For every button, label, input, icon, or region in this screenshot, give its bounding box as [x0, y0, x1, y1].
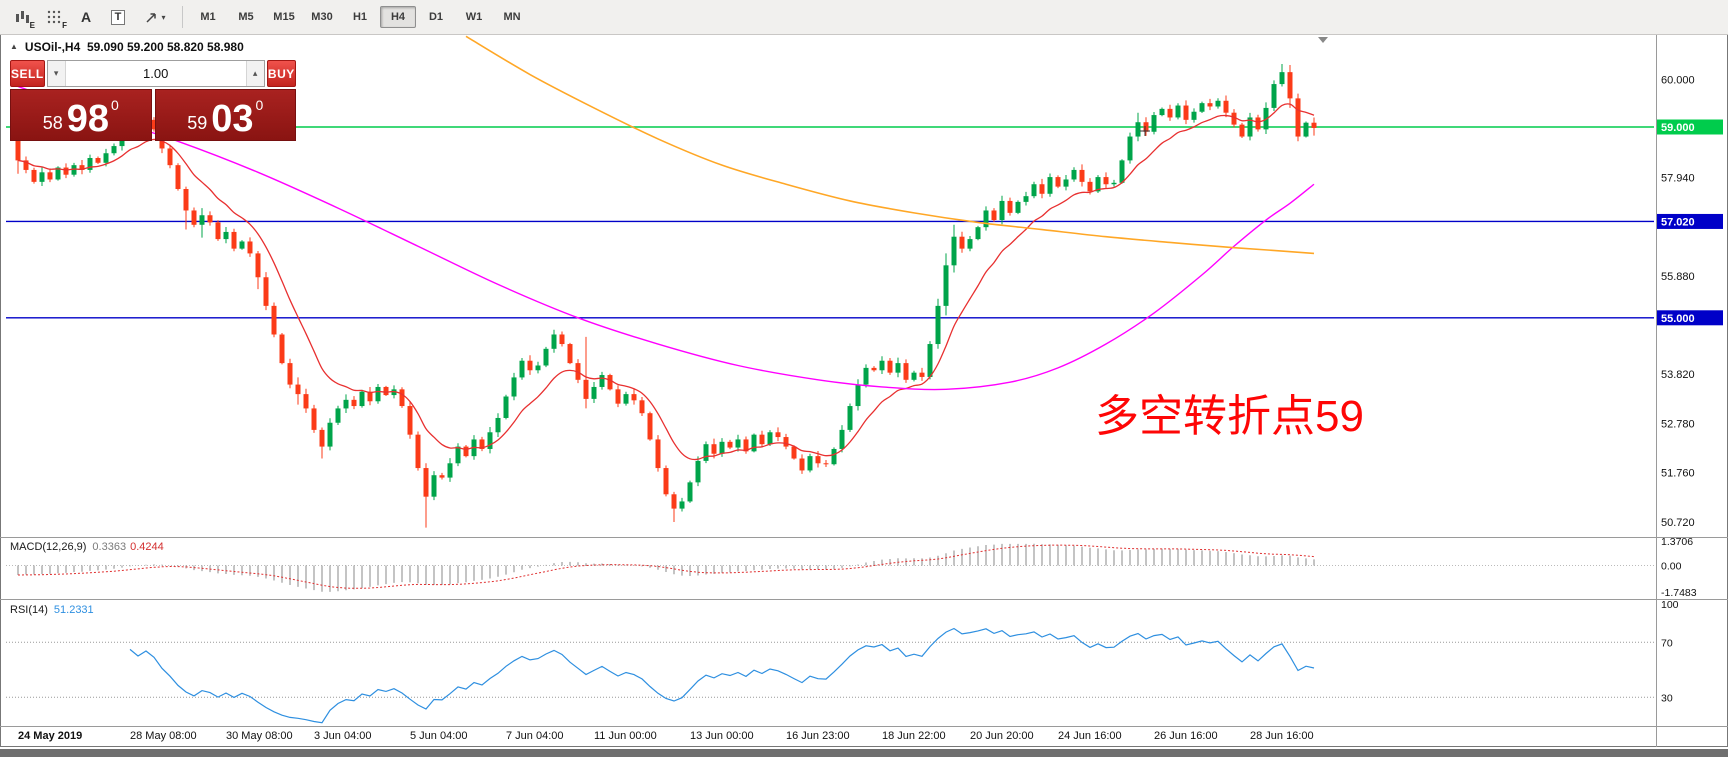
svg-text:60.000: 60.000 — [1661, 74, 1695, 86]
volume-stepper: ▾ ▴ — [46, 60, 265, 87]
timeframe-button-H1[interactable]: H1 — [352, 11, 368, 23]
crosshair-marker — [1140, 126, 1150, 136]
buy-price-main: 59 — [187, 113, 208, 133]
buy-price-point: 0 — [255, 97, 264, 113]
rsi-title: RSI(14) — [10, 604, 48, 616]
volume-decrease-button[interactable]: ▾ — [47, 61, 66, 86]
svg-text:100: 100 — [1661, 599, 1679, 611]
template-tool-button[interactable]: T — [103, 3, 133, 31]
time-label: 24 May 2019 — [18, 730, 83, 742]
macd-value-signal: 0.4244 — [130, 541, 164, 553]
symbol-name: USOil-,H4 — [24, 40, 81, 54]
svg-text:57.940: 57.940 — [1661, 173, 1695, 185]
volume-input[interactable] — [65, 61, 246, 86]
time-label: 24 Jun 16:00 — [1058, 730, 1122, 742]
one-click-trading-panel: SELL ▾ ▴ BUY 58 98 0 59 03 0 — [10, 60, 296, 141]
svg-text:55.880: 55.880 — [1661, 271, 1695, 283]
svg-text:1.3706: 1.3706 — [1661, 536, 1693, 548]
grid-icon — [47, 10, 61, 24]
buy-price-display[interactable]: 59 03 0 — [154, 89, 296, 141]
time-label: 3 Jun 04:00 — [314, 730, 372, 742]
svg-text:53.820: 53.820 — [1661, 369, 1695, 381]
timeframe-button-M5[interactable]: M5 — [238, 11, 254, 23]
time-axis[interactable]: 24 May 2019 28 May 08:00 30 May 08:00 3 Jun… — [0, 728, 1728, 746]
timeframe-toolbar: M1 M5 M15 M30 H1 H4 D1 W1 MN — [189, 6, 531, 28]
indicator-tool-button[interactable]: E — [7, 3, 37, 31]
macd-signal-line — [17, 544, 1315, 589]
price-line-badge — [1657, 310, 1723, 326]
collapse-panel-icon[interactable]: ▲ — [10, 42, 18, 51]
time-label: 20 Jun 20:00 — [970, 730, 1034, 742]
volume-increase-button[interactable]: ▴ — [245, 61, 264, 86]
chart-shift-marker — [1318, 37, 1328, 43]
chart-annotation-text: 多空转折点59 — [1095, 392, 1364, 441]
time-label: 13 Jun 00:00 — [690, 730, 754, 742]
rsi-panel-layer: 100 70 30 — [6, 599, 1679, 724]
cursor-arrow-icon — [146, 12, 157, 23]
timeframe-button-M15[interactable]: M15 — [273, 11, 295, 23]
svg-text:70: 70 — [1661, 637, 1673, 649]
macd-indicator-label: MACD(12,26,9) 0.3363 0.4244 — [10, 541, 164, 553]
tool-sub-label: F — [62, 21, 67, 30]
price-line-badge — [1657, 213, 1723, 229]
buy-button[interactable]: BUY — [266, 60, 296, 87]
main-toolbar: E F A T ▾ M1 M5 M15 M30 H1 H4 D1 W1 MN — [0, 0, 1728, 35]
rsi-line — [129, 627, 1315, 724]
svg-text:57.020: 57.020 — [1661, 216, 1695, 228]
buy-price-pips: 03 — [211, 97, 254, 140]
grid-tool-button[interactable]: F — [39, 3, 69, 31]
toolbar-separator — [182, 6, 183, 28]
tool-sub-label: E — [29, 21, 35, 30]
time-label: 5 Jun 04:00 — [410, 730, 468, 742]
svg-text:0.00: 0.00 — [1661, 560, 1682, 572]
timeframe-button-M30[interactable]: M30 — [311, 11, 333, 23]
macd-panel-layer: 1.3706 0.00 -1.7483 — [6, 536, 1697, 599]
sell-price-point: 0 — [111, 97, 119, 113]
symbol-ohlc: 59.090 59.200 58.820 58.980 — [86, 40, 244, 54]
timeframe-button-M1[interactable]: M1 — [200, 11, 216, 23]
sell-price-display[interactable]: 58 98 0 — [10, 89, 152, 141]
window-bottom-bar — [0, 749, 1728, 757]
svg-text:50.720: 50.720 — [1661, 517, 1695, 529]
svg-text:52.780: 52.780 — [1661, 419, 1695, 431]
time-label: 28 May 08:00 — [130, 730, 197, 742]
template-tool-icon: T — [110, 9, 126, 25]
timeframe-button-H4[interactable]: H4 — [380, 6, 416, 28]
sell-price-pips: 98 — [66, 97, 109, 140]
time-label: 16 Jun 23:00 — [786, 730, 850, 742]
symbol-info: ▲ USOil-,H4 59.090 59.200 58.820 58.980 — [10, 40, 244, 54]
text-tool-icon: A — [80, 9, 92, 25]
rsi-value: 51.2331 — [53, 604, 94, 616]
macd-title: MACD(12,26,9) — [10, 541, 87, 553]
time-label: 30 May 08:00 — [226, 730, 293, 742]
sell-price-main: 58 — [42, 113, 63, 133]
timeframe-button-D1[interactable]: D1 — [428, 11, 444, 23]
rsi-indicator-label: RSI(14) 51.2331 — [10, 604, 94, 616]
svg-text:51.760: 51.760 — [1661, 467, 1695, 479]
time-label: 18 Jun 22:00 — [882, 730, 946, 742]
sell-button[interactable]: SELL — [10, 60, 45, 87]
svg-text:55.000: 55.000 — [1661, 313, 1695, 325]
timeframe-button-MN[interactable]: MN — [503, 11, 521, 23]
time-label: 28 Jun 16:00 — [1250, 730, 1314, 742]
cursor-tool-button[interactable]: ▾ — [135, 3, 175, 31]
ma-slow-orange — [465, 35, 1315, 255]
price-axis[interactable]: 60.000 59.000 57.940 57.020 55.880 55.000 53.8… — [1657, 74, 1723, 529]
price-line-badge — [1657, 119, 1723, 135]
time-label: 11 Jun 00:00 — [594, 730, 657, 742]
svg-text:-1.7483: -1.7483 — [1661, 587, 1697, 599]
horizontal-lines-layer — [6, 126, 1654, 319]
timeframe-button-W1[interactable]: W1 — [465, 11, 483, 23]
time-label: 26 Jun 16:00 — [1154, 730, 1218, 742]
svg-text:30: 30 — [1661, 692, 1673, 704]
candlestick-chart-icon — [16, 11, 29, 23]
time-label: 7 Jun 04:00 — [506, 730, 564, 742]
text-tool-button[interactable]: A — [71, 3, 101, 31]
svg-text:59.000: 59.000 — [1661, 122, 1695, 134]
chevron-down-icon: ▾ — [161, 12, 166, 22]
macd-value-main: 0.3363 — [92, 541, 127, 553]
